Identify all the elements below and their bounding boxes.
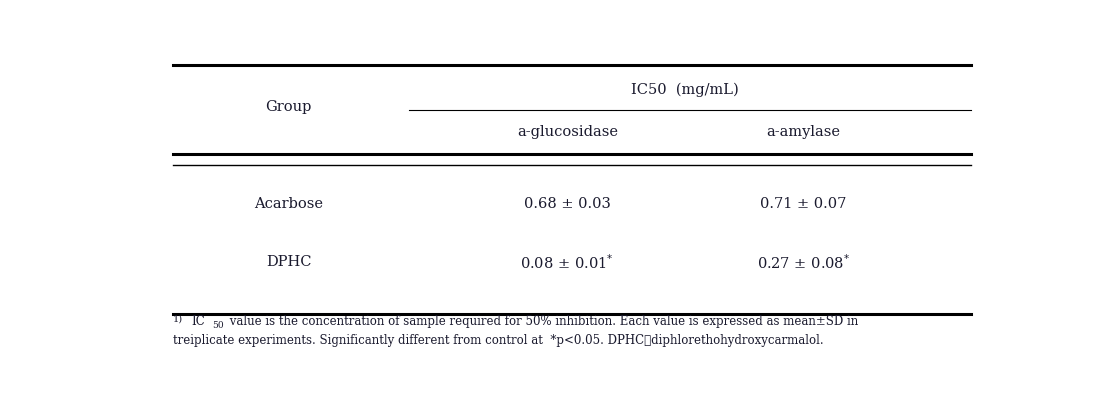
- Text: 0.68 ± 0.03: 0.68 ± 0.03: [524, 197, 611, 210]
- Text: value is the concentration of sample required for 50% inhibition. Each value is : value is the concentration of sample req…: [226, 315, 858, 328]
- Text: 0.27 ± 0.08$^{*}$: 0.27 ± 0.08$^{*}$: [756, 253, 850, 272]
- Text: treiplicate experiments. Significantly different from control at  ​*​p<0.05. DPH: treiplicate experiments. Significantly d…: [173, 334, 824, 347]
- Text: DPHC: DPHC: [266, 256, 311, 270]
- Text: IC50  (mg/mL): IC50 (mg/mL): [631, 83, 739, 98]
- Text: Group: Group: [266, 100, 312, 114]
- Text: 1): 1): [173, 315, 183, 324]
- Text: IC: IC: [192, 315, 205, 328]
- Text: Acarbose: Acarbose: [254, 197, 323, 210]
- Text: 0.08 ± 0.01$^{*}$: 0.08 ± 0.01$^{*}$: [520, 253, 614, 272]
- Text: a-glucosidase: a-glucosidase: [517, 125, 618, 139]
- Text: 50: 50: [213, 321, 224, 330]
- Text: 0.71 ± 0.07: 0.71 ± 0.07: [761, 197, 847, 210]
- Text: a-amylase: a-amylase: [766, 125, 840, 139]
